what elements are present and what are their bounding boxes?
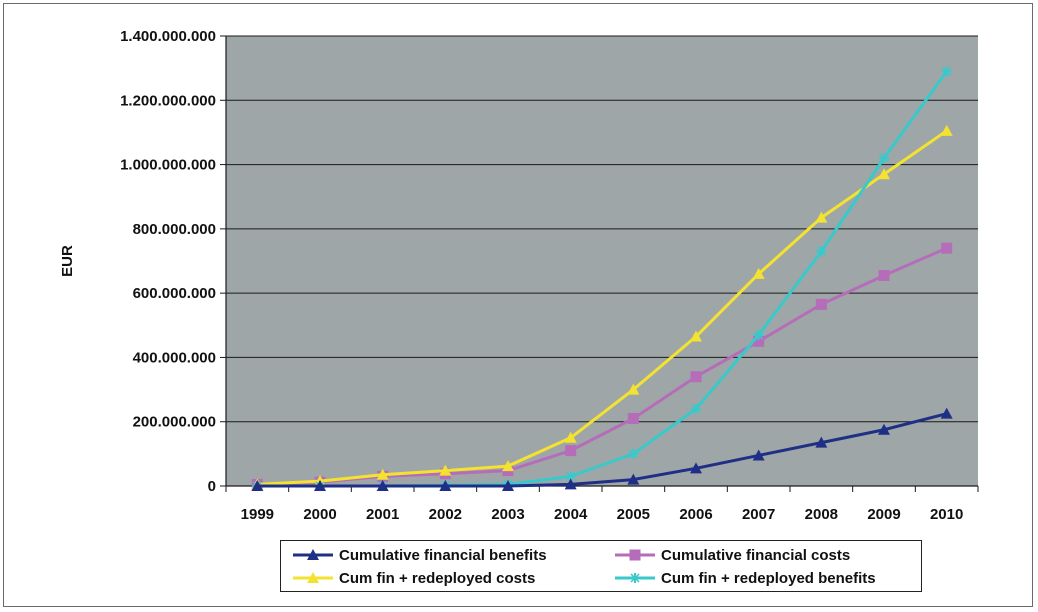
y-axis-ticks: 0 200.000.000 400.000.000 600.000.000 800.00… xyxy=(120,28,226,495)
x-tick-label: 2009 xyxy=(867,506,900,523)
data-point xyxy=(376,468,389,480)
data-point xyxy=(753,329,764,340)
data-point xyxy=(251,480,264,491)
y-tick-label: 200.000.000 xyxy=(133,414,216,431)
data-point xyxy=(815,298,827,310)
data-point xyxy=(502,480,514,491)
legend-symbol xyxy=(293,549,333,560)
legend-marker xyxy=(307,572,319,583)
data-point xyxy=(627,413,639,424)
legend: Cumulative financial benefits Cumulative… xyxy=(280,540,922,592)
data-point xyxy=(691,403,701,414)
data-point xyxy=(690,462,702,474)
series-group xyxy=(251,66,953,491)
y-tick-label: 1.000.000.000 xyxy=(120,157,216,174)
series-cumulative-financial-benefits xyxy=(251,407,953,491)
x-axis-ticks: 1999 2000 2001 2002 2003 2004 2005 2006 2007 2008… xyxy=(225,486,979,523)
series-line xyxy=(257,412,948,488)
x-tick-label: 2000 xyxy=(303,506,336,523)
data-point xyxy=(752,449,765,461)
data-point xyxy=(439,480,452,491)
y-tick-label: 400.000.000 xyxy=(133,349,216,366)
x-tick-label: 2005 xyxy=(617,506,650,523)
data-point xyxy=(376,480,389,491)
data-point xyxy=(439,464,452,476)
data-point xyxy=(690,330,702,342)
legend-label: Cumulative financial costs xyxy=(661,546,851,564)
data-point xyxy=(752,267,765,279)
data-point xyxy=(502,460,514,472)
data-point xyxy=(564,478,577,490)
data-point xyxy=(628,448,639,459)
y-tick-label: 0 xyxy=(208,478,216,495)
x-tick-label: 2007 xyxy=(742,506,775,523)
data-point xyxy=(941,242,953,254)
data-point xyxy=(940,124,953,136)
data-point xyxy=(815,436,828,448)
data-point xyxy=(690,371,702,383)
data-point xyxy=(878,423,890,435)
legend-symbol xyxy=(293,572,333,583)
data-point xyxy=(753,335,765,347)
data-point xyxy=(878,269,890,281)
data-point xyxy=(565,445,577,457)
legend-item-redeployed-benefits: Cum fin + redeployed benefits xyxy=(611,567,876,589)
data-point xyxy=(564,431,577,443)
data-point xyxy=(940,407,953,419)
legend-symbol xyxy=(615,549,655,561)
legend-marker xyxy=(629,549,641,561)
legend-label: Cum fin + redeployed benefits xyxy=(661,569,876,587)
y-tick-label: 1.400.000.000 xyxy=(120,28,216,45)
y-tick-label: 800.000.000 xyxy=(133,221,216,238)
x-tick-label: 2006 xyxy=(679,506,712,523)
y-tick-label: 1.200.000.000 xyxy=(120,92,216,109)
data-point xyxy=(879,153,889,164)
legend-label: Cumulative financial benefits xyxy=(339,546,547,564)
legend-item-costs: Cumulative financial costs xyxy=(611,544,850,566)
legend-label: Cum fin + redeployed costs xyxy=(339,569,536,587)
plot-area xyxy=(226,36,978,486)
x-tick-label: 2008 xyxy=(805,506,838,523)
legend-marker xyxy=(307,549,319,560)
y-tick-label: 600.000.000 xyxy=(133,285,216,302)
x-tick-label: 1999 xyxy=(241,506,274,523)
x-tick-label: 2010 xyxy=(930,506,963,523)
legend-item-redeployed-costs: Cum fin + redeployed costs xyxy=(289,567,535,589)
legend-symbol xyxy=(615,573,655,583)
x-tick-label: 2003 xyxy=(491,506,524,523)
series-cum-fin-redeployed-costs xyxy=(251,124,953,490)
data-point xyxy=(314,480,326,491)
series-line xyxy=(257,129,948,486)
data-point xyxy=(878,168,890,180)
x-tick-label: 2004 xyxy=(554,506,588,523)
legend-item-benefits: Cumulative financial benefits xyxy=(289,544,547,566)
data-point xyxy=(565,471,576,482)
y-axis-label: EUR xyxy=(59,245,76,277)
data-point xyxy=(627,383,640,395)
data-point xyxy=(627,473,640,485)
x-tick-label: 2002 xyxy=(429,506,462,523)
data-point xyxy=(815,211,828,223)
data-point xyxy=(816,246,827,257)
legend-marker xyxy=(630,573,640,583)
x-tick-label: 2001 xyxy=(366,506,399,523)
data-point xyxy=(941,66,952,77)
